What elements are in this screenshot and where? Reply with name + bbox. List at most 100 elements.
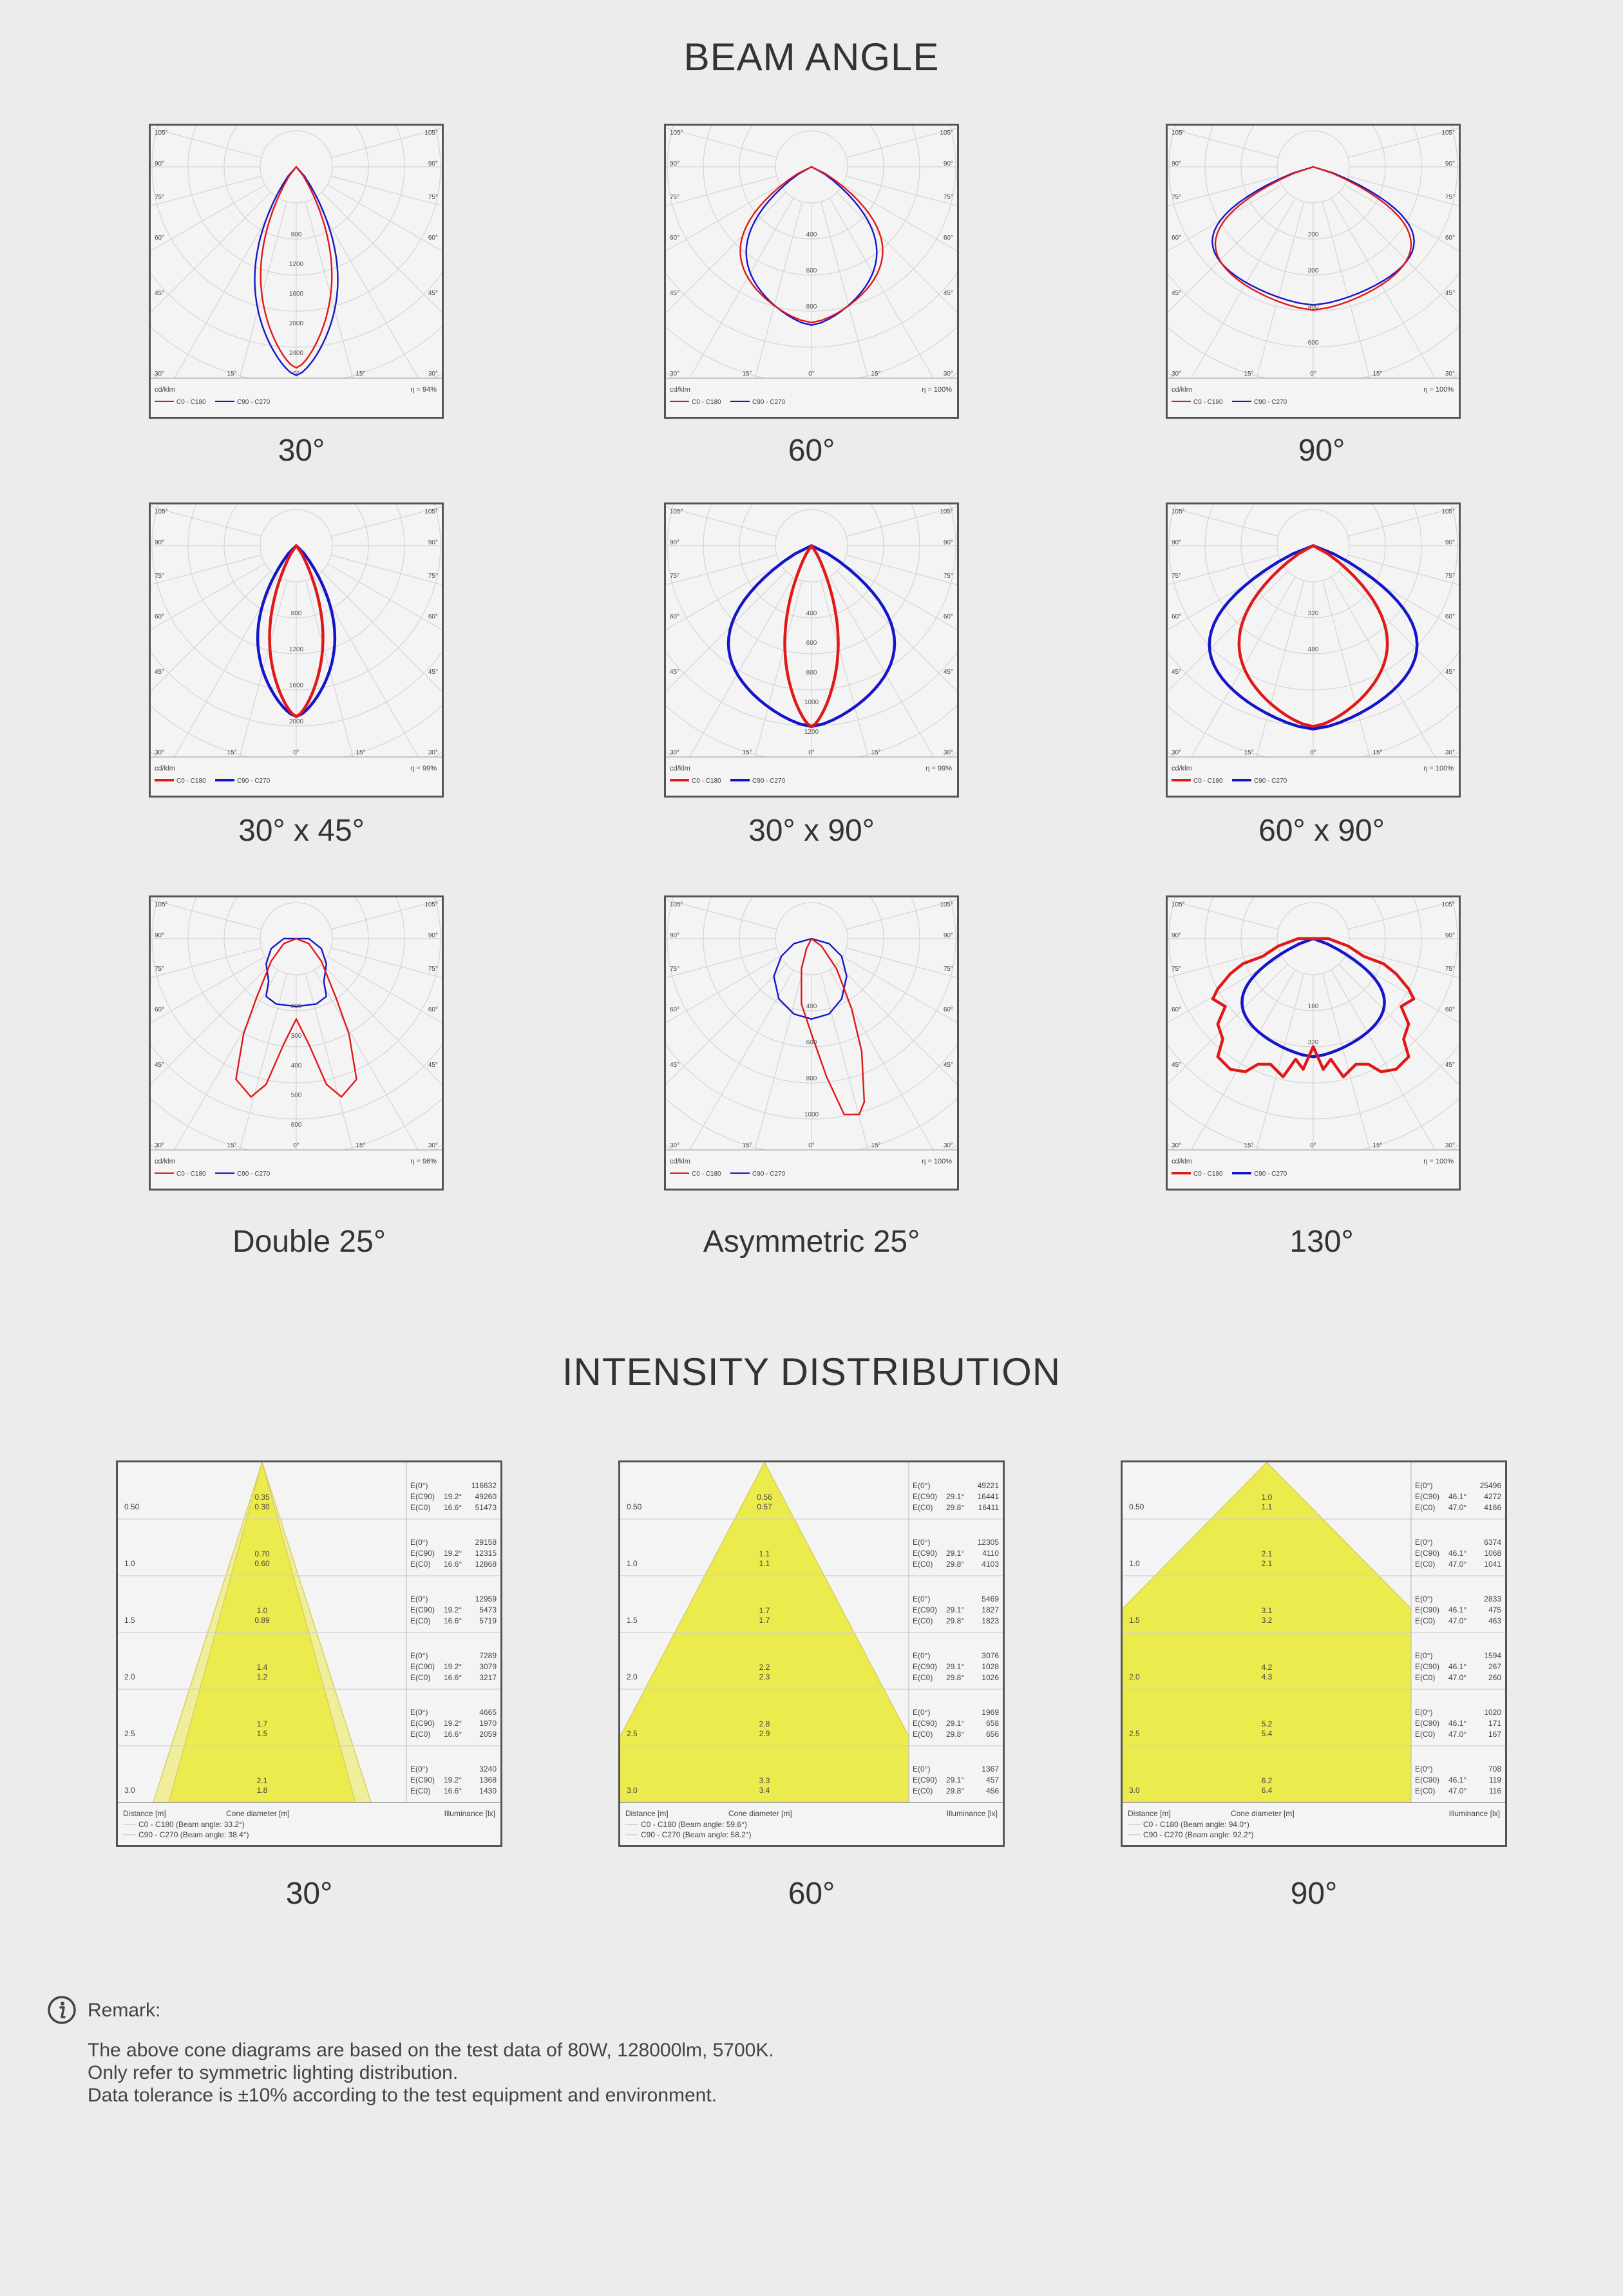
angle-label: 45° [155,1062,164,1069]
ec90-label: E(C90) [410,1775,435,1784]
cone-diameter-c0: 2.2 [759,1663,770,1672]
curve-c90-c270 [1208,544,1419,731]
e0-label: E(0°) [410,1765,428,1774]
angle-label: 75° [428,194,438,201]
radial-label: 600 [291,1122,302,1129]
ec0-angle: 29.8° [946,1560,964,1569]
angle-label: 60° [944,234,953,242]
grid-spoke [151,192,271,313]
e0-label: E(0°) [1415,1651,1432,1660]
grid-spoke [837,192,957,313]
e0-label: E(0°) [410,1594,428,1603]
angle-label: 15° [1244,1142,1253,1149]
distance-label: 3.0 [627,1786,638,1795]
ec90-angle: 19.2° [444,1549,462,1558]
grid-spoke [151,947,262,979]
grid-spoke [1168,554,1279,586]
cone-diameter-c0: 4.2 [1262,1663,1273,1672]
grid-spoke [837,571,957,692]
legend-c0-label: C0 - C180 [176,778,206,785]
polar-plot: 105° 105° 90° 90° 75° 75° 60° 60° 45° 45° 30° 30° 15… [151,897,442,1178]
radial-label: 800 [806,1075,817,1082]
grid-spoke [846,127,957,158]
grid-spoke [151,506,262,537]
cone-diameter-c0: 1.7 [759,1606,770,1615]
angle-label: 75° [944,966,953,973]
distance-label: 2.5 [124,1729,135,1738]
grid-spoke [321,964,442,1085]
legend-c90-label: C90 - C270 [1254,778,1287,785]
angle-label: 30° [428,1142,438,1149]
ec90-angle: 19.2° [444,1605,462,1614]
ec90-label: E(C90) [1415,1549,1439,1558]
angle-label: 45° [1445,1062,1455,1069]
angle-label: 15° [227,370,236,378]
grid-spoke [327,184,442,252]
grid-spoke [1347,899,1459,930]
cone-diameter-c0: 0.70 [254,1549,270,1558]
ec90-value: 457 [986,1775,999,1784]
grid-spoke [1347,554,1459,586]
grid-spoke [330,175,442,207]
grid-spoke [666,563,781,631]
unit-label: cd/klm [155,1158,175,1165]
angle-label: 60° [1172,1006,1181,1013]
ec90-angle: 19.2° [444,1492,462,1501]
angle-label: 0° [1310,370,1316,378]
cone-diameter-c90: 3.2 [1262,1616,1273,1625]
polar-chart-30x90: 105° 105° 90° 90° 75° 75° 60° 60° 45° 45° 30° 30° 15… [664,502,959,798]
angle-label: 90° [155,160,164,167]
efficiency-label: η = 100% [1423,765,1454,772]
angle-label: 0° [293,749,299,756]
ec90-angle: 29.1° [946,1719,964,1728]
angle-label: 0° [1310,749,1316,756]
ec0-value: 3217 [479,1673,497,1682]
legend-c90-label: C90 - C270 [752,1171,786,1178]
e0-label: E(0°) [410,1538,428,1547]
grid-spoke [666,947,777,979]
e0-value: 1367 [982,1765,999,1774]
polar-chart-60x90: 105° 105° 90° 90° 75° 75° 60° 60° 45° 45° 30° 30° 15… [1166,502,1461,798]
caption-asym25: Asymmetric 25° [703,1225,920,1259]
ec0-angle: 16.6° [444,1786,462,1795]
unit-label: cd/klm [1172,386,1192,394]
grid-spoke [666,184,781,252]
ec0-value: 2059 [479,1730,497,1739]
ec0-value: 5719 [479,1616,497,1625]
legend-c0-beam: C0 - C180 (Beam angle: 59.6°) [641,1820,747,1829]
angle-label: 45° [944,290,953,297]
angle-label: 15° [871,749,880,756]
e0-value: 1020 [1484,1708,1501,1717]
e0-label: E(0°) [913,1708,930,1717]
angle-label: 30° [670,749,679,756]
angle-label: 30° [155,1142,164,1149]
grid-spoke [666,964,786,1085]
angle-label: 15° [1244,370,1253,378]
ec90-angle: 29.1° [946,1775,964,1784]
angle-label: 60° [670,234,679,242]
radial-label: 300 [1308,267,1319,274]
efficiency-label: η = 99% [925,765,952,772]
radial-label: 800 [291,231,302,238]
ec0-angle: 16.6° [444,1503,462,1512]
ec90-label: E(C90) [1415,1775,1439,1784]
caption-60x90: 60° x 90° [1258,814,1385,848]
angle-label: 90° [670,539,679,546]
ec90-value: 1827 [982,1605,999,1614]
distance-label: 2.5 [627,1729,638,1738]
grid-spoke [1168,964,1288,1085]
angle-label: 60° [670,1006,679,1013]
radial-label: 200 [291,1003,302,1010]
radial-label: 1200 [804,729,819,736]
cone-diameter-c90: 1.7 [759,1616,770,1625]
radial-label: 1600 [289,291,304,298]
angle-label: 0° [808,370,815,378]
grid-spoke [1168,947,1279,979]
grid-spoke [1256,580,1305,757]
legend-c90-label: C90 - C270 [237,1171,270,1178]
grid-spoke [666,899,777,930]
efficiency-label: η = 100% [922,1158,952,1165]
e0-value: 708 [1488,1765,1501,1774]
grid-spoke [1322,201,1371,378]
